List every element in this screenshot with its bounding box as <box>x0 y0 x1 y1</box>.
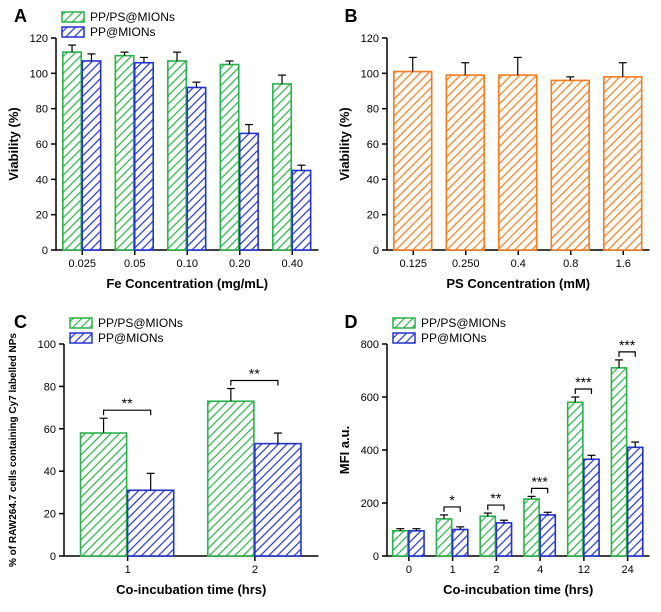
svg-text:40: 40 <box>44 466 56 478</box>
svg-text:20: 20 <box>366 210 378 222</box>
svg-text:100: 100 <box>360 68 378 80</box>
svg-text:0: 0 <box>50 551 56 563</box>
svg-text:PP/PS@MIONs: PP/PS@MIONs <box>90 10 175 24</box>
svg-text:200: 200 <box>360 498 378 510</box>
svg-text:PP@MIONs: PP@MIONs <box>421 331 487 345</box>
svg-text:**: ** <box>490 490 501 506</box>
chart: 0 20 40 60 80 100 120 Viability (%) 0.125 0.250 0.… <box>331 0 661 306</box>
svg-text:PP/PS@MIONs: PP/PS@MIONs <box>421 316 506 330</box>
panel-c: C020406080100% of RAW264.7 cells contain… <box>0 306 331 612</box>
svg-text:***: *** <box>618 337 635 353</box>
svg-text:0.8: 0.8 <box>563 258 578 270</box>
svg-text:0.40: 0.40 <box>282 258 303 270</box>
panel-d: D0200400600800MFI a.u.01241224**********… <box>331 306 661 612</box>
panel-b: B020406080100120Viability (%)0.1250.2500… <box>331 0 661 306</box>
svg-text:Co-incubation time (hrs): Co-incubation time (hrs) <box>443 582 593 597</box>
svg-text:**: ** <box>249 366 260 382</box>
svg-text:MFI a.u.: MFI a.u. <box>337 426 352 474</box>
svg-text:20: 20 <box>36 210 48 222</box>
figure-grid: A020406080100120Viability (%)0.0250.050.… <box>0 0 661 612</box>
svg-text:60: 60 <box>44 424 56 436</box>
svg-text:1: 1 <box>449 564 455 576</box>
svg-text:0.20: 0.20 <box>229 258 250 270</box>
chart: 0 20 40 60 80 100 % of RAW264.7 cells containi… <box>0 306 331 612</box>
svg-text:120: 120 <box>30 33 48 45</box>
svg-text:80: 80 <box>366 104 378 116</box>
svg-text:60: 60 <box>36 139 48 151</box>
svg-text:*: * <box>449 492 455 508</box>
svg-text:1: 1 <box>125 564 131 576</box>
svg-text:24: 24 <box>621 564 633 576</box>
svg-text:Viability (%): Viability (%) <box>337 107 352 180</box>
svg-text:PP@MIONs: PP@MIONs <box>98 331 164 345</box>
svg-text:80: 80 <box>36 104 48 116</box>
svg-text:**: ** <box>122 395 133 411</box>
svg-text:1.6: 1.6 <box>615 258 630 270</box>
svg-text:20: 20 <box>44 509 56 521</box>
svg-text:***: *** <box>531 473 548 489</box>
svg-text:60: 60 <box>366 139 378 151</box>
svg-text:12: 12 <box>577 564 589 576</box>
svg-text:0.250: 0.250 <box>451 258 479 270</box>
svg-text:600: 600 <box>360 392 378 404</box>
svg-text:40: 40 <box>366 174 378 186</box>
svg-text:0: 0 <box>372 551 378 563</box>
svg-text:PP/PS@MIONs: PP/PS@MIONs <box>98 316 183 330</box>
svg-text:PP@MIONs: PP@MIONs <box>90 25 156 39</box>
svg-text:Co-incubation time (hrs): Co-incubation time (hrs) <box>116 582 266 597</box>
svg-text:800: 800 <box>360 339 378 351</box>
svg-text:0: 0 <box>42 245 48 257</box>
svg-text:PS Concentration (mM): PS Concentration (mM) <box>446 276 590 291</box>
svg-text:0.10: 0.10 <box>177 258 198 270</box>
svg-text:120: 120 <box>360 33 378 45</box>
panel-a: A020406080100120Viability (%)0.0250.050.… <box>0 0 331 306</box>
svg-text:0: 0 <box>372 245 378 257</box>
chart: 0200400600800MFI a.u.01241224***********… <box>331 306 661 612</box>
svg-text:0: 0 <box>405 564 411 576</box>
svg-text:100: 100 <box>38 339 56 351</box>
svg-text:% of RAW264.7 cells containing: % of RAW264.7 cells containing Cy7 label… <box>8 333 19 567</box>
chart: 0 20 40 60 80 100 120 Viability (%) 0.025 0.05 0.1… <box>0 0 331 306</box>
svg-text:0.4: 0.4 <box>510 258 525 270</box>
svg-text:***: *** <box>575 374 592 390</box>
svg-text:2: 2 <box>252 564 258 576</box>
svg-text:100: 100 <box>30 68 48 80</box>
svg-text:2: 2 <box>493 564 499 576</box>
svg-text:0.05: 0.05 <box>124 258 145 270</box>
svg-text:4: 4 <box>537 564 543 576</box>
svg-text:0.125: 0.125 <box>399 258 427 270</box>
svg-text:40: 40 <box>36 174 48 186</box>
svg-text:80: 80 <box>44 381 56 393</box>
svg-text:Viability (%): Viability (%) <box>6 107 21 180</box>
svg-text:400: 400 <box>360 445 378 457</box>
svg-text:Fe Concentration (mg/mL): Fe Concentration (mg/mL) <box>106 276 268 291</box>
svg-text:0.025: 0.025 <box>68 258 96 270</box>
